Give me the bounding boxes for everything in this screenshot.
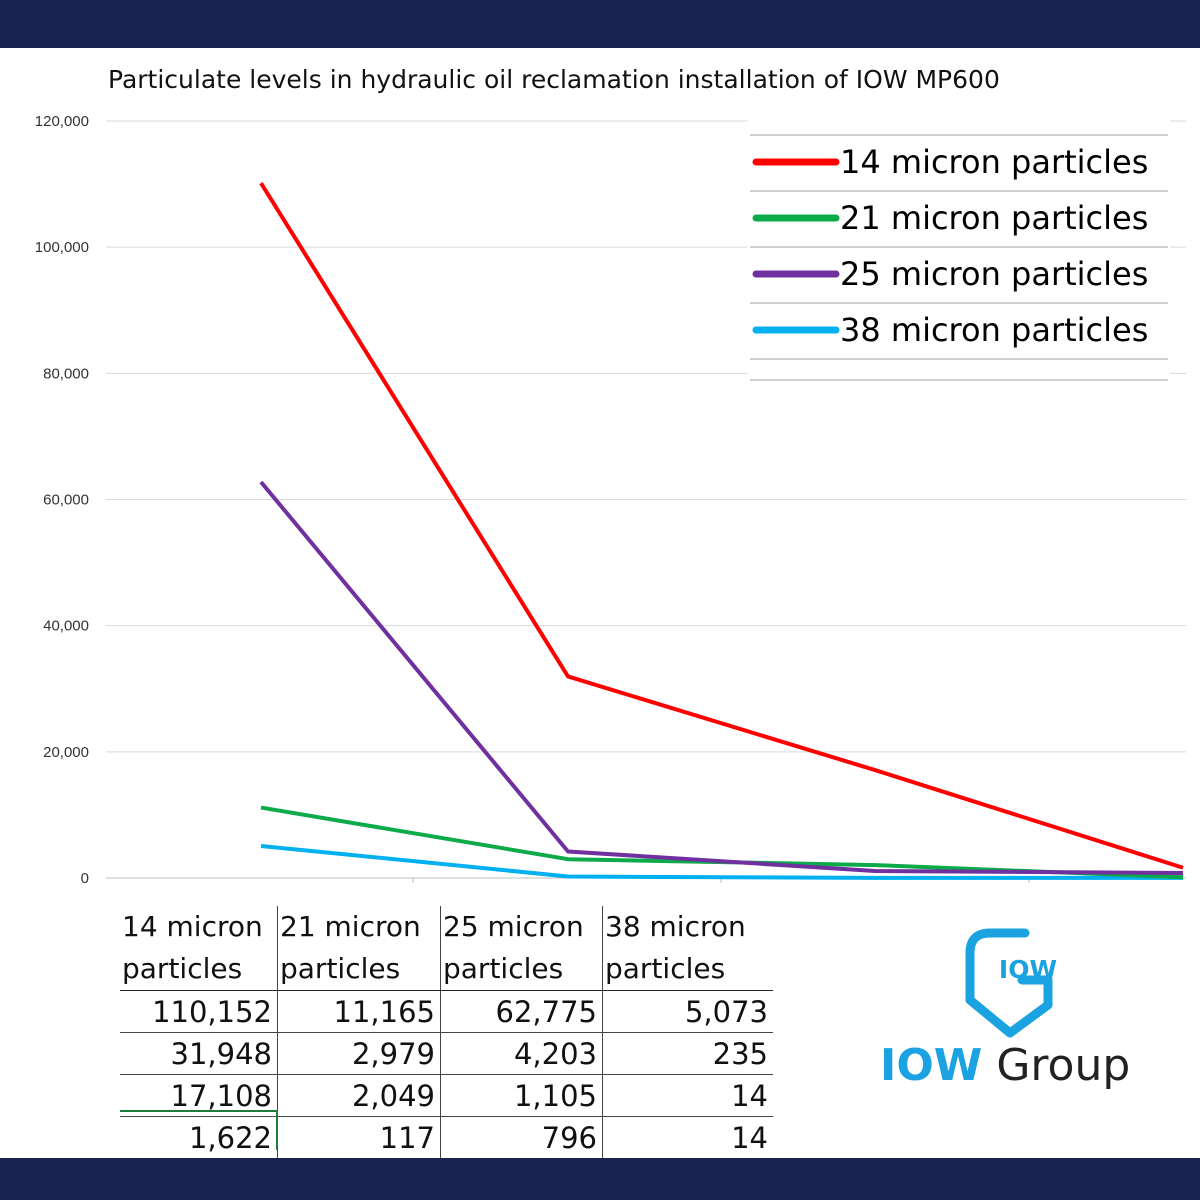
series-line-21-micron [260, 805, 1184, 880]
table-cell: 4,203 [440, 1032, 603, 1075]
chart-title: Particulate levels in hydraulic oil recl… [108, 65, 1000, 94]
table-cell: 1,622 [120, 1116, 278, 1158]
y-tick-label: 100,000 [35, 239, 89, 256]
logo-wordmark: IOW Group [880, 1040, 1130, 1091]
legend-label: 14 micron particles [840, 143, 1148, 181]
y-tick-label: 40,000 [43, 618, 89, 635]
y-tick-label: 60,000 [43, 492, 89, 509]
y-tick-label: 120,000 [35, 113, 89, 130]
table-cell: 5,073 [602, 990, 773, 1033]
legend-label: 25 micron particles [840, 255, 1148, 293]
y-tick-label: 80,000 [43, 365, 89, 382]
series-lines [259, 182, 1184, 880]
table-cell: 796 [440, 1116, 603, 1158]
table-cell: 31,948 [120, 1032, 278, 1075]
table-cell: 235 [602, 1032, 773, 1075]
table-row: 31,948 2,979 4,203 235 [120, 1032, 773, 1075]
table-header-38-micron: 38 micron particles [602, 906, 773, 991]
series-line-25-micron [259, 480, 1184, 875]
legend: 14 micron particles 21 micron particles 25… [748, 120, 1170, 382]
table-cell: 117 [277, 1116, 441, 1158]
table-row: 110,152 11,165 62,775 5,073 [120, 990, 773, 1033]
table-cell: 17,108 [120, 1074, 278, 1117]
top-banner [0, 0, 1200, 48]
y-tick-label: 0 [81, 870, 89, 887]
table-header-25-micron: 25 micron particles [440, 906, 603, 991]
legend-label: 21 micron particles [840, 199, 1148, 237]
bottom-banner [0, 1158, 1200, 1200]
data-table: 14 micron particles 21 micron particles 25… [120, 906, 773, 1158]
emblem-text: IOW [999, 955, 1057, 984]
table-cell: 14 [731, 1120, 768, 1155]
series-line-14-micron [259, 182, 1184, 870]
table-header-14-micron: 14 micron particles [120, 906, 278, 991]
iow-emblem-icon: IOW [965, 928, 1057, 1038]
table-header-row: 14 micron particles 21 micron particles 25… [120, 906, 773, 991]
series-line-38-micron [260, 844, 1183, 880]
table-cell: 11,165 [277, 990, 441, 1033]
table-row: 17,108 2,049 1,105 14 [120, 1074, 773, 1117]
logo-word-group: Group [996, 1040, 1131, 1091]
table-cell: 62,775 [440, 990, 603, 1033]
y-axis-ticks: 0 20,000 40,000 60,000 80,000 100,000 120,000 [35, 113, 89, 887]
iow-group-logo: IOW IOW Group [880, 925, 1150, 1095]
legend-label: 38 micron particles [840, 311, 1148, 349]
table-cell: 1,105 [440, 1074, 603, 1117]
line-chart: 020,00040,00060,00080,000100,000120,000 … [35, 65, 1186, 887]
table-cell: 14 [602, 1074, 773, 1117]
table-cell: 2,979 [277, 1032, 441, 1075]
logo-word-iow: IOW [880, 1040, 983, 1091]
table-cell: 2,049 [277, 1074, 441, 1117]
table-cell: 110,152 [120, 990, 278, 1033]
y-tick-label: 20,000 [43, 744, 89, 761]
table-row: 1,622 117 796 14 [120, 1116, 773, 1158]
table-header-21-micron: 21 micron particles [277, 906, 441, 991]
